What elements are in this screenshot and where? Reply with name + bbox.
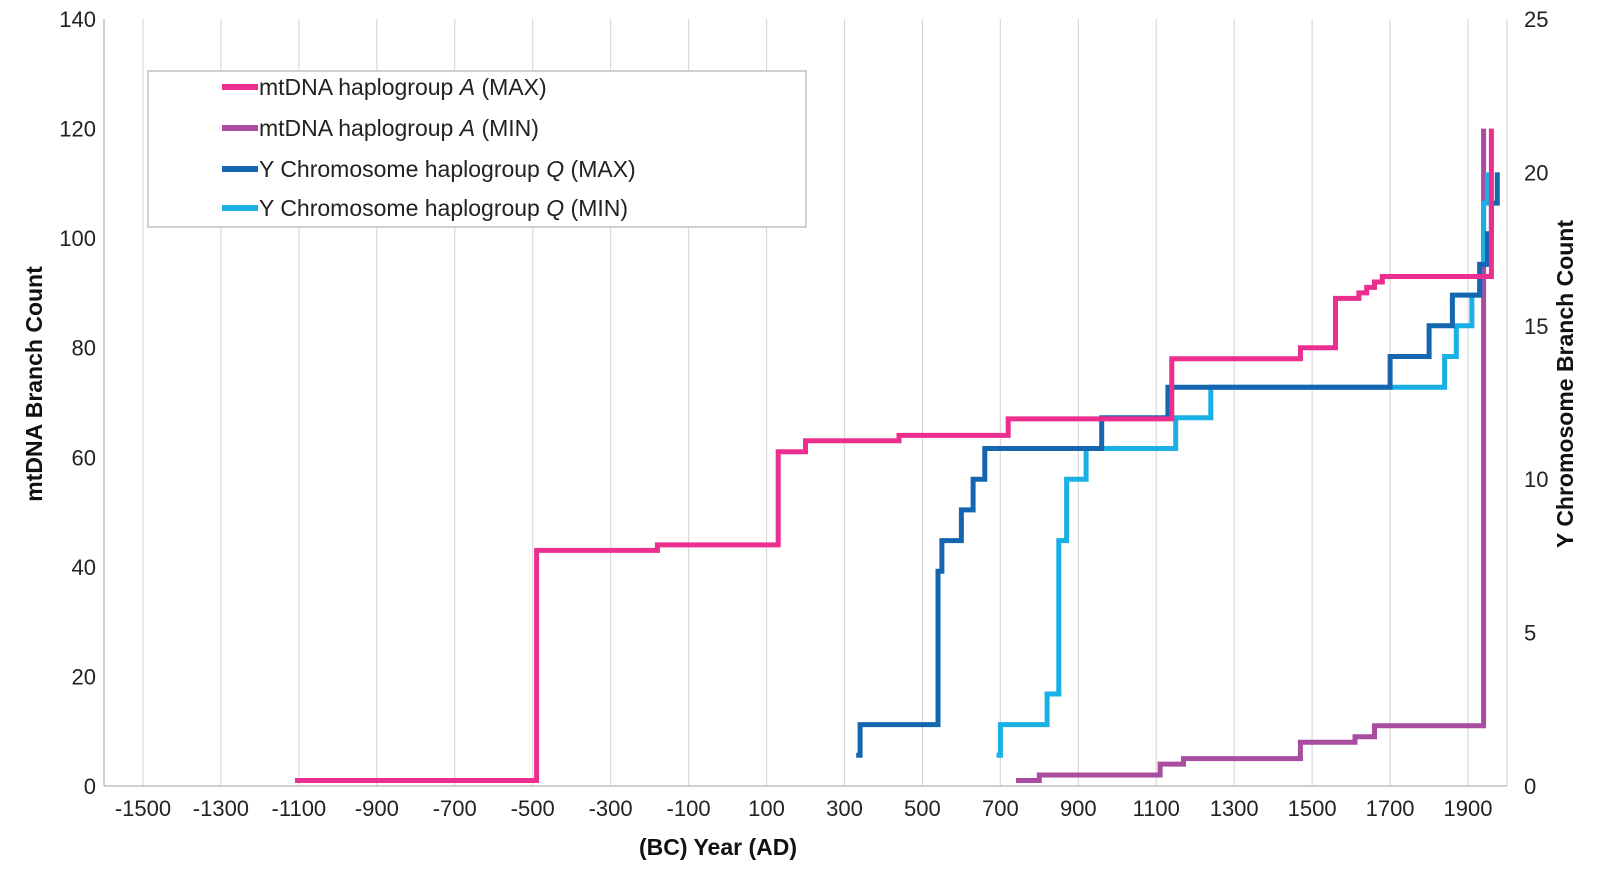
x-tick-label-0: -1500	[115, 796, 171, 821]
y-tick-label-1: 20	[72, 664, 96, 689]
y2-tick-label-3: 15	[1524, 314, 1548, 339]
y2-tick-label-1: 5	[1524, 621, 1536, 646]
y2-tick-label-0: 0	[1524, 774, 1536, 799]
legend-label-2: Y Chromosome haplogroup Q (MAX)	[259, 156, 636, 182]
x-tick-label-14: 1300	[1210, 796, 1259, 821]
x-tick-label-13: 1100	[1133, 796, 1180, 821]
series-line-0	[295, 128, 1494, 783]
x-tick-label-7: -100	[667, 796, 711, 821]
axes: -1500 -1300 -1100 -900 -700 -500 -300 -100 100 30…	[59, 7, 1548, 821]
y-tick-label-2: 40	[72, 555, 96, 580]
legend: mtDNA haplogroup A (MAX) mtDNA haplogroup…	[147, 70, 807, 228]
x-tick-label-2: -1100	[272, 796, 327, 821]
y2-tick-label-4: 20	[1524, 160, 1548, 185]
legend-label-3: Y Chromosome haplogroup Q (MIN)	[259, 195, 628, 221]
x-tick-label-12: 900	[1060, 796, 1097, 821]
y-axis-title: mtDNA Branch Count	[21, 266, 47, 502]
x-tick-label-17: 1900	[1444, 796, 1493, 821]
y-tick-label-3: 60	[72, 445, 96, 470]
x-tick-label-9: 300	[826, 796, 863, 821]
x-tick-label-15: 1500	[1288, 796, 1337, 821]
x-tick-label-16: 1700	[1366, 796, 1415, 821]
series-line-1	[1016, 128, 1487, 783]
x-tick-label-10: 500	[904, 796, 941, 821]
legend-label-1: mtDNA haplogroup A (MIN)	[259, 115, 539, 141]
x-tick-label-5: -500	[511, 796, 555, 821]
legend-label-0: mtDNA haplogroup A (MAX)	[259, 74, 547, 100]
legend-items: mtDNA haplogroup A (MAX) mtDNA haplogroup…	[222, 74, 636, 221]
y2-tick-label-2: 10	[1524, 467, 1548, 492]
y-tick-label-0: 0	[84, 774, 96, 799]
y2-axis-title: Y Chromosome Branch Count	[1552, 220, 1578, 548]
x-tick-label-4: -700	[433, 796, 477, 821]
x-tick-label-6: -300	[589, 796, 633, 821]
series-layer	[295, 128, 1500, 783]
y2-tick-label-5: 25	[1524, 7, 1548, 32]
y-tick-label-5: 100	[59, 226, 96, 251]
y-tick-label-4: 80	[72, 336, 96, 361]
y-tick-label-7: 140	[59, 7, 96, 32]
x-tick-label-8: 100	[748, 796, 785, 821]
legend-box	[147, 70, 807, 228]
x-tick-label-1: -1300	[193, 796, 249, 821]
x-tick-label-3: -900	[355, 796, 399, 821]
x-tick-label-11: 700	[982, 796, 1019, 821]
y-tick-label-6: 120	[59, 117, 96, 142]
x-axis-title: (BC) Year (AD)	[639, 834, 797, 860]
